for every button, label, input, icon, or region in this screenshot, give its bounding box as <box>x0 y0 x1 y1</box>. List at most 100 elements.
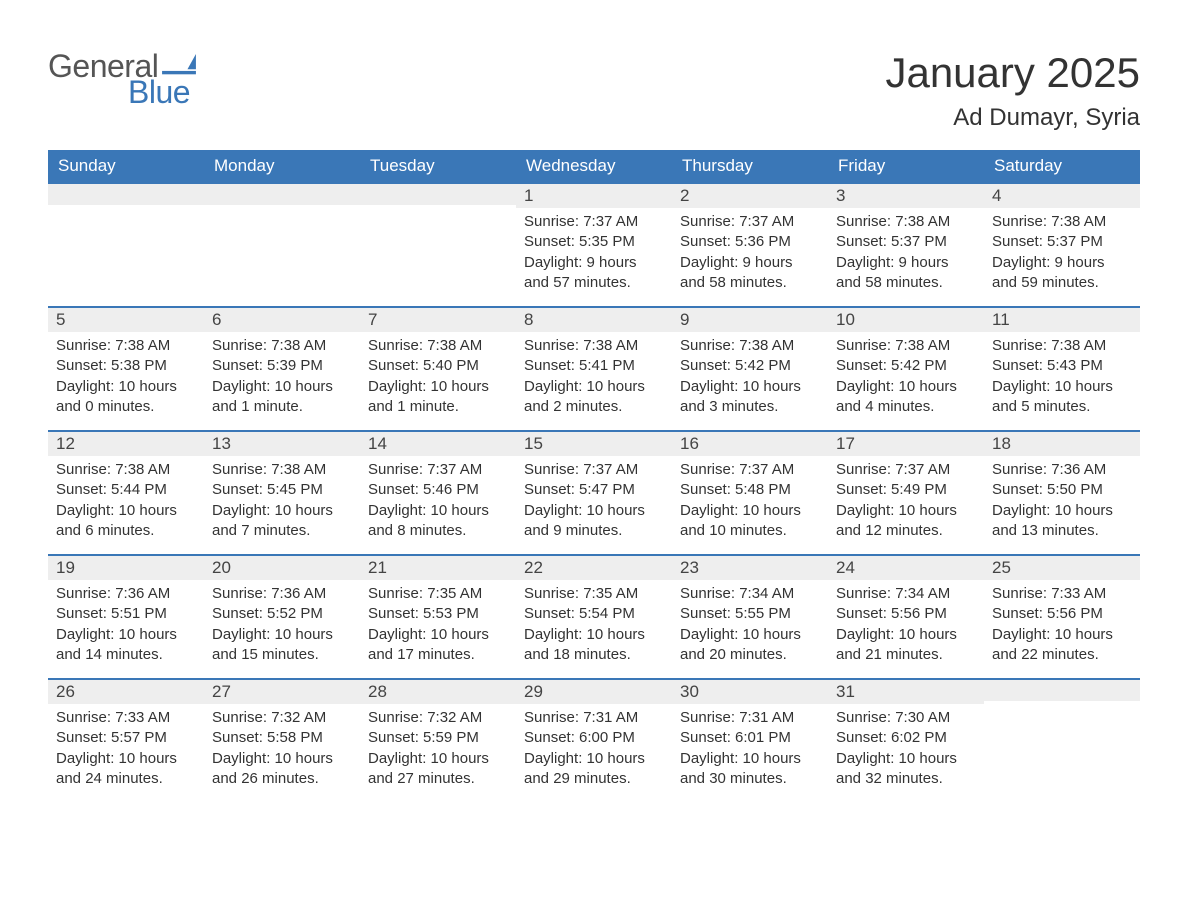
daylight-line: Daylight: 10 hours and 3 minutes. <box>680 377 820 418</box>
sunrise-line: Sunrise: 7:34 AM <box>836 584 976 604</box>
day-details: Sunrise: 7:38 AMSunset: 5:41 PMDaylight:… <box>516 332 672 425</box>
daylight-line: Daylight: 10 hours and 14 minutes. <box>56 625 196 666</box>
sunrise-line: Sunrise: 7:38 AM <box>524 336 664 356</box>
calendar-day-cell <box>204 182 360 306</box>
calendar-day-cell: 18Sunrise: 7:36 AMSunset: 5:50 PMDayligh… <box>984 430 1140 554</box>
sunset-line: Sunset: 5:53 PM <box>368 604 508 624</box>
calendar-day-cell: 30Sunrise: 7:31 AMSunset: 6:01 PMDayligh… <box>672 678 828 802</box>
calendar-day-cell: 25Sunrise: 7:33 AMSunset: 5:56 PMDayligh… <box>984 554 1140 678</box>
weekday-header: Friday <box>828 150 984 182</box>
day-details: Sunrise: 7:33 AMSunset: 5:57 PMDaylight:… <box>48 704 204 797</box>
calendar-day-cell: 27Sunrise: 7:32 AMSunset: 5:58 PMDayligh… <box>204 678 360 802</box>
sunset-line: Sunset: 5:47 PM <box>524 480 664 500</box>
title-block: January 2025 Ad Dumayr, Syria <box>885 50 1140 132</box>
sunrise-line: Sunrise: 7:38 AM <box>836 336 976 356</box>
calendar-body: 1Sunrise: 7:37 AMSunset: 5:35 PMDaylight… <box>48 182 1140 802</box>
day-number: 27 <box>204 678 360 704</box>
weekday-header: Tuesday <box>360 150 516 182</box>
day-number: 15 <box>516 430 672 456</box>
calendar-day-cell: 24Sunrise: 7:34 AMSunset: 5:56 PMDayligh… <box>828 554 984 678</box>
sunrise-line: Sunrise: 7:37 AM <box>680 212 820 232</box>
calendar-week-row: 5Sunrise: 7:38 AMSunset: 5:38 PMDaylight… <box>48 306 1140 430</box>
sunset-line: Sunset: 5:44 PM <box>56 480 196 500</box>
day-details: Sunrise: 7:38 AMSunset: 5:40 PMDaylight:… <box>360 332 516 425</box>
day-number: 14 <box>360 430 516 456</box>
day-details: Sunrise: 7:36 AMSunset: 5:50 PMDaylight:… <box>984 456 1140 549</box>
day-number: 19 <box>48 554 204 580</box>
daylight-line: Daylight: 10 hours and 17 minutes. <box>368 625 508 666</box>
day-number: 23 <box>672 554 828 580</box>
daylight-line: Daylight: 10 hours and 9 minutes. <box>524 501 664 542</box>
day-details: Sunrise: 7:38 AMSunset: 5:43 PMDaylight:… <box>984 332 1140 425</box>
sunset-line: Sunset: 5:59 PM <box>368 728 508 748</box>
day-number: 10 <box>828 306 984 332</box>
sunrise-line: Sunrise: 7:38 AM <box>56 336 196 356</box>
weekday-header: Monday <box>204 150 360 182</box>
day-details: Sunrise: 7:37 AMSunset: 5:48 PMDaylight:… <box>672 456 828 549</box>
sunrise-line: Sunrise: 7:37 AM <box>524 460 664 480</box>
calendar-week-row: 12Sunrise: 7:38 AMSunset: 5:44 PMDayligh… <box>48 430 1140 554</box>
calendar-day-cell: 19Sunrise: 7:36 AMSunset: 5:51 PMDayligh… <box>48 554 204 678</box>
calendar-day-cell: 4Sunrise: 7:38 AMSunset: 5:37 PMDaylight… <box>984 182 1140 306</box>
daylight-line: Daylight: 10 hours and 0 minutes. <box>56 377 196 418</box>
calendar-day-cell: 17Sunrise: 7:37 AMSunset: 5:49 PMDayligh… <box>828 430 984 554</box>
sunset-line: Sunset: 5:48 PM <box>680 480 820 500</box>
weekday-header-row: SundayMondayTuesdayWednesdayThursdayFrid… <box>48 150 1140 182</box>
sunrise-line: Sunrise: 7:31 AM <box>524 708 664 728</box>
day-number: 2 <box>672 182 828 208</box>
sunset-line: Sunset: 5:54 PM <box>524 604 664 624</box>
sunrise-line: Sunrise: 7:37 AM <box>836 460 976 480</box>
day-number: 25 <box>984 554 1140 580</box>
daylight-line: Daylight: 10 hours and 24 minutes. <box>56 749 196 790</box>
daylight-line: Daylight: 10 hours and 29 minutes. <box>524 749 664 790</box>
daylight-line: Daylight: 10 hours and 15 minutes. <box>212 625 352 666</box>
day-number: 11 <box>984 306 1140 332</box>
day-details: Sunrise: 7:38 AMSunset: 5:44 PMDaylight:… <box>48 456 204 549</box>
sunrise-line: Sunrise: 7:36 AM <box>992 460 1132 480</box>
sunrise-line: Sunrise: 7:30 AM <box>836 708 976 728</box>
daylight-line: Daylight: 10 hours and 2 minutes. <box>524 377 664 418</box>
day-details: Sunrise: 7:32 AMSunset: 5:59 PMDaylight:… <box>360 704 516 797</box>
sunset-line: Sunset: 5:50 PM <box>992 480 1132 500</box>
calendar-day-cell: 20Sunrise: 7:36 AMSunset: 5:52 PMDayligh… <box>204 554 360 678</box>
day-details: Sunrise: 7:34 AMSunset: 5:56 PMDaylight:… <box>828 580 984 673</box>
day-details: Sunrise: 7:38 AMSunset: 5:42 PMDaylight:… <box>672 332 828 425</box>
sunset-line: Sunset: 5:40 PM <box>368 356 508 376</box>
calendar-day-cell: 22Sunrise: 7:35 AMSunset: 5:54 PMDayligh… <box>516 554 672 678</box>
page-header: General Blue January 2025 Ad Dumayr, Syr… <box>48 50 1140 132</box>
month-title: January 2025 <box>885 50 1140 96</box>
daylight-line: Daylight: 10 hours and 32 minutes. <box>836 749 976 790</box>
sunset-line: Sunset: 5:42 PM <box>680 356 820 376</box>
sunset-line: Sunset: 5:41 PM <box>524 356 664 376</box>
daylight-line: Daylight: 9 hours and 57 minutes. <box>524 253 664 294</box>
day-details: Sunrise: 7:38 AMSunset: 5:37 PMDaylight:… <box>828 208 984 301</box>
day-number: 18 <box>984 430 1140 456</box>
calendar-day-cell: 3Sunrise: 7:38 AMSunset: 5:37 PMDaylight… <box>828 182 984 306</box>
sunrise-line: Sunrise: 7:38 AM <box>680 336 820 356</box>
day-details: Sunrise: 7:37 AMSunset: 5:35 PMDaylight:… <box>516 208 672 301</box>
day-number: 30 <box>672 678 828 704</box>
day-details: Sunrise: 7:32 AMSunset: 5:58 PMDaylight:… <box>204 704 360 797</box>
sunrise-line: Sunrise: 7:38 AM <box>992 336 1132 356</box>
calendar-day-cell: 9Sunrise: 7:38 AMSunset: 5:42 PMDaylight… <box>672 306 828 430</box>
day-number: 16 <box>672 430 828 456</box>
sunset-line: Sunset: 5:39 PM <box>212 356 352 376</box>
sunset-line: Sunset: 5:42 PM <box>836 356 976 376</box>
sunset-line: Sunset: 5:55 PM <box>680 604 820 624</box>
sunset-line: Sunset: 5:56 PM <box>836 604 976 624</box>
day-number: 8 <box>516 306 672 332</box>
logo-flag-icon <box>162 54 196 76</box>
daylight-line: Daylight: 10 hours and 20 minutes. <box>680 625 820 666</box>
calendar-day-cell <box>360 182 516 306</box>
calendar-day-cell: 13Sunrise: 7:38 AMSunset: 5:45 PMDayligh… <box>204 430 360 554</box>
daylight-line: Daylight: 10 hours and 12 minutes. <box>836 501 976 542</box>
sunrise-line: Sunrise: 7:36 AM <box>212 584 352 604</box>
sunset-line: Sunset: 5:52 PM <box>212 604 352 624</box>
sunrise-line: Sunrise: 7:34 AM <box>680 584 820 604</box>
day-details: Sunrise: 7:30 AMSunset: 6:02 PMDaylight:… <box>828 704 984 797</box>
day-details: Sunrise: 7:38 AMSunset: 5:37 PMDaylight:… <box>984 208 1140 301</box>
weekday-header: Saturday <box>984 150 1140 182</box>
sunrise-line: Sunrise: 7:35 AM <box>524 584 664 604</box>
day-number: 6 <box>204 306 360 332</box>
sunset-line: Sunset: 5:58 PM <box>212 728 352 748</box>
